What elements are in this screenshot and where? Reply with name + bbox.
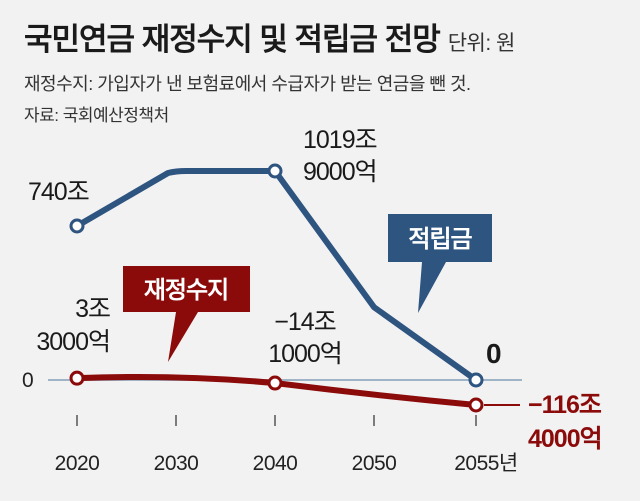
unit-label: 단위: 원 (447, 32, 516, 55)
title-row: 국민연금 재정수지 및 적립금 전망 단위: 원 (24, 14, 515, 59)
data-label: 740조 (28, 178, 89, 206)
balance-point (468, 397, 484, 413)
fund-point (69, 218, 85, 234)
chart-title: 국민연금 재정수지 및 적립금 전망 (24, 22, 441, 57)
fund-point (468, 372, 484, 388)
data-label: −14조 1000억 (268, 308, 342, 368)
fund-callout-label: 적립금 (408, 226, 472, 253)
balance-callout-bubble (123, 266, 250, 362)
x-tick-label: 2055년 (454, 452, 518, 475)
label-layer: 740조 1019조 9000억 0 3조 3000억 −14조 1000억 −116조 4000… (28, 126, 603, 453)
x-tick-label: 2050 (352, 452, 397, 475)
balance-point (69, 370, 85, 386)
series-layer (69, 163, 484, 413)
x-tick-label: 2030 (154, 452, 199, 475)
series-line-fund (74, 168, 479, 383)
balance-callout-label: 재정수지 (144, 277, 228, 304)
data-label: 1019조 9000억 (303, 126, 377, 186)
x-tick-label: 2040 (253, 452, 298, 475)
balance-point (267, 375, 283, 391)
fund-callout-bubble (388, 214, 492, 313)
data-label: 3조 3000억 (36, 295, 110, 356)
data-label: 0 (486, 338, 502, 369)
definition-note: 재정수지: 가입자가 낸 보험료에서 수급자가 받는 연금을 뺀 것. (24, 74, 471, 94)
y-tick-label: 0 (22, 369, 33, 392)
x-tick-label: 2020 (55, 452, 100, 475)
fund-point (267, 163, 283, 179)
data-label: −116조 4000억 (528, 391, 602, 453)
axis-layer: 0 2020 2030 2040 2050 2055년 (22, 369, 522, 475)
source-note: 자료: 국회예산정책처 (24, 106, 169, 125)
